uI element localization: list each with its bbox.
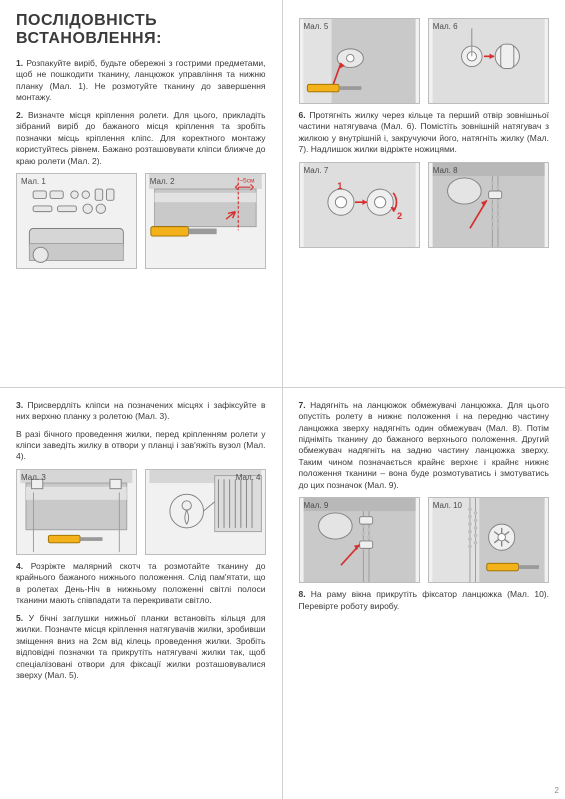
- figure-10: Мал. 10: [428, 497, 549, 583]
- fig-row-9-10: Мал. 9 Мал. 10: [299, 497, 550, 583]
- step-1: 1. Розпакуйте виріб, будьте обережні з г…: [16, 58, 266, 104]
- figure-1: Мал. 1: [16, 173, 137, 269]
- step-4: 4. Розріжте малярний скотч та розмотайте…: [16, 561, 266, 607]
- dimension-label: ~5см: [239, 178, 255, 185]
- fig-row-1-2: Мал. 1: [16, 173, 266, 269]
- svg-text:2: 2: [396, 211, 401, 221]
- figure-4: Мал. 4: [145, 469, 266, 555]
- page-number: 2: [555, 786, 559, 795]
- quadrant-4: 7. Надягніть на ланцюжок обмежувачі ланц…: [283, 388, 565, 799]
- figure-3: Мал. 3: [16, 469, 137, 555]
- step-3b: В разі бічного проведення жилки, перед к…: [16, 429, 266, 463]
- svg-text:1: 1: [337, 181, 342, 191]
- figure-6: Мал. 6: [428, 18, 549, 104]
- step-6: 6. Протягніть жилку через кільце та перш…: [299, 110, 550, 156]
- fig-row-3-4: Мал. 3 Мал. 4: [16, 469, 266, 555]
- step-7: 7. Надягніть на ланцюжок обмежувачі ланц…: [299, 400, 550, 492]
- step-3a: 3. Присвердліть кліпси на позначених міс…: [16, 400, 266, 423]
- step-2: 2. Визначте місця кріплення ролети. Для …: [16, 110, 266, 167]
- quadrant-1: ПОСЛІДОВНІСТЬ ВСТАНОВЛЕННЯ: 1. Розпакуйт…: [0, 0, 283, 388]
- figure-8: Мал. 8: [428, 162, 549, 248]
- page-title: ПОСЛІДОВНІСТЬ ВСТАНОВЛЕННЯ:: [16, 12, 266, 48]
- fig-row-7-8: Мал. 7 1 2 Мал. 8: [299, 162, 550, 248]
- quadrant-2: Мал. 5 Мал. 6: [283, 0, 565, 388]
- figure-5: Мал. 5: [299, 18, 420, 104]
- quadrant-3: 3. Присвердліть кліпси на позначених міс…: [0, 388, 283, 799]
- figure-2: Мал. 2 ~5см: [145, 173, 266, 269]
- figure-9: Мал. 9: [299, 497, 420, 583]
- step-5: 5. У бічні заглушки нижньої планки встан…: [16, 613, 266, 682]
- step-8: 8. На раму вікна прикрутіть фіксатор лан…: [299, 589, 550, 612]
- figure-7: Мал. 7 1 2: [299, 162, 420, 248]
- fig-row-5-6: Мал. 5 Мал. 6: [299, 18, 550, 104]
- instruction-page: ПОСЛІДОВНІСТЬ ВСТАНОВЛЕННЯ: 1. Розпакуйт…: [0, 0, 565, 799]
